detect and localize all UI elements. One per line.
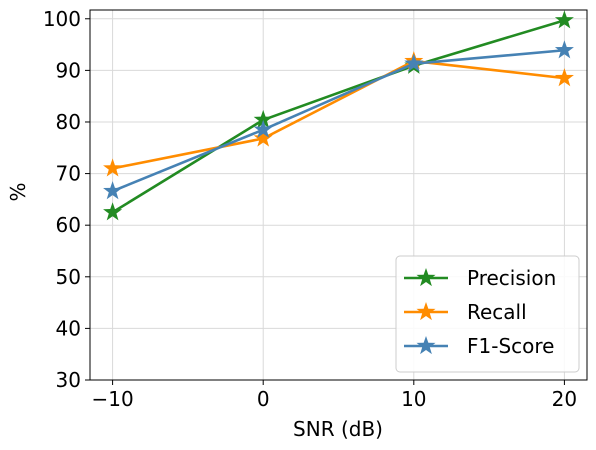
x-tick-label: 10 [401, 387, 426, 411]
data-point-f1-score [554, 40, 574, 59]
series-line-recall [112, 59, 565, 170]
data-point-recall [554, 68, 574, 87]
legend: Precision Recall F1-Score [395, 255, 580, 373]
data-point-precision [554, 10, 574, 29]
legend-box [395, 255, 580, 373]
x-tick-label: 0 [257, 387, 270, 411]
y-tick-label: 50 [56, 265, 81, 289]
y-tick-label: 70 [56, 162, 81, 186]
y-axis: 30 40 50 60 70 80 90 100 [43, 7, 90, 392]
legend-label-precision: Precision [467, 266, 556, 290]
series-layer [103, 10, 574, 221]
y-tick-label: 90 [56, 58, 81, 82]
data-point-recall [103, 158, 123, 177]
data-point-f1-score [253, 119, 273, 138]
y-tick-label: 60 [56, 213, 81, 237]
data-point-precision [103, 202, 123, 221]
x-tick-label: −10 [91, 387, 133, 411]
x-axis-label: SNR (dB) [293, 417, 383, 441]
series-f1-score [103, 40, 574, 200]
series-line-precision [111, 19, 565, 214]
legend-label-f1-score: F1-Score [467, 334, 554, 358]
y-tick-label: 40 [56, 316, 81, 340]
y-tick-label: 100 [43, 7, 81, 31]
data-point-f1-score [404, 53, 424, 72]
data-point-f1-score [103, 181, 123, 200]
legend-label-recall: Recall [467, 300, 527, 324]
y-axis-label: % [6, 182, 30, 201]
legend-item-recall: Recall [404, 300, 527, 324]
legend-marker-precision [416, 268, 436, 287]
plot-frame [89, 9, 588, 381]
data-point-precision [253, 109, 273, 129]
data-point-recall [253, 128, 273, 147]
series-line-f1-score [112, 48, 565, 193]
legend-item-precision: Precision [404, 266, 556, 290]
legend-marker-recall [416, 302, 436, 321]
y-tick-label: 80 [56, 110, 81, 134]
legend-marker-f1-score [416, 336, 436, 355]
x-axis: −10 0 10 20 [91, 380, 577, 411]
x-tick-label: 20 [552, 387, 577, 411]
y-tick-label: 30 [56, 368, 81, 392]
legend-item-f1-score: F1-Score [404, 334, 554, 358]
